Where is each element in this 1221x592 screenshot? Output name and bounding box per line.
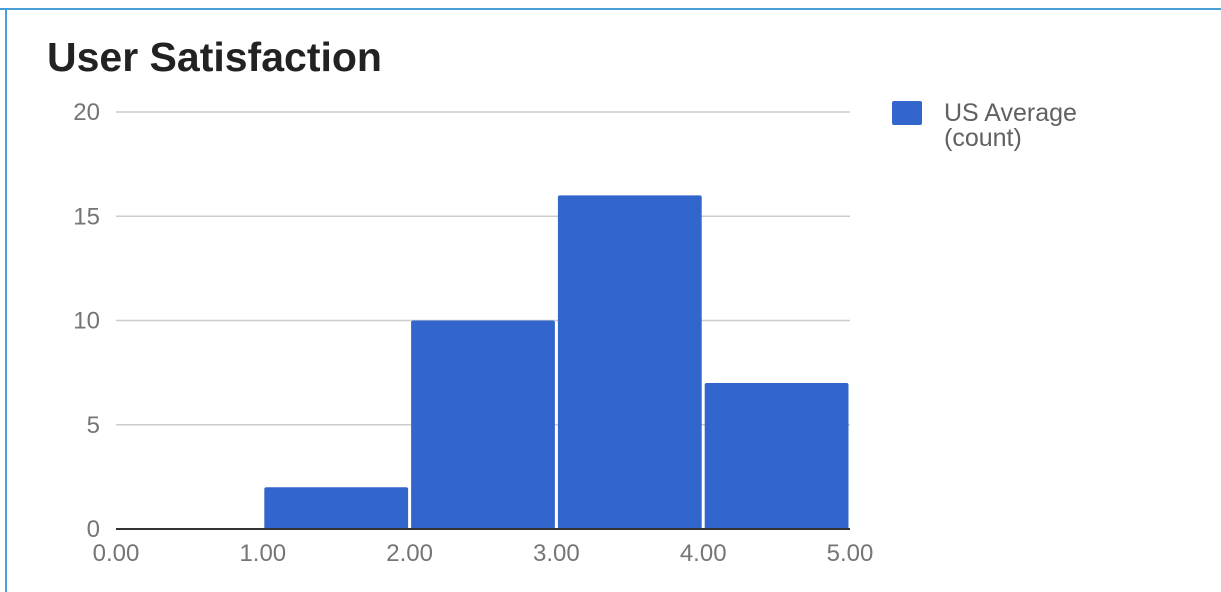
y-tick-label: 10 [73,308,100,335]
y-tick-label: 0 [87,516,100,543]
histogram-bar[interactable] [411,320,555,530]
y-tick-label: 5 [87,412,100,439]
frame-border-left [5,8,7,592]
legend-label-line-2: (count) [944,124,1022,152]
bars [264,195,849,530]
x-tick-label: 5.00 [827,540,874,567]
histogram-bar[interactable] [704,383,849,529]
x-tick-label: 4.00 [680,540,727,567]
histogram-bar[interactable] [557,195,702,529]
x-tick-label: 0.00 [93,540,140,567]
legend-swatch [892,101,922,125]
chart-title: User Satisfaction [47,34,382,80]
y-tick-label: 15 [73,203,100,230]
x-tick-label: 1.00 [239,540,286,567]
frame-border-top [0,8,1221,10]
histogram-bar[interactable] [264,487,409,529]
x-tick-label: 2.00 [386,540,433,567]
x-tick-label: 3.00 [533,540,580,567]
y-tick-labels: 0 5 10 15 20 [73,99,100,543]
legend-label-line-1: US Average [944,99,1077,127]
legend[interactable]: US Average (count) [892,99,1077,152]
y-tick-label: 20 [73,99,100,126]
x-tick-labels: 0.00 1.00 2.00 3.00 4.00 5.00 [93,540,874,567]
